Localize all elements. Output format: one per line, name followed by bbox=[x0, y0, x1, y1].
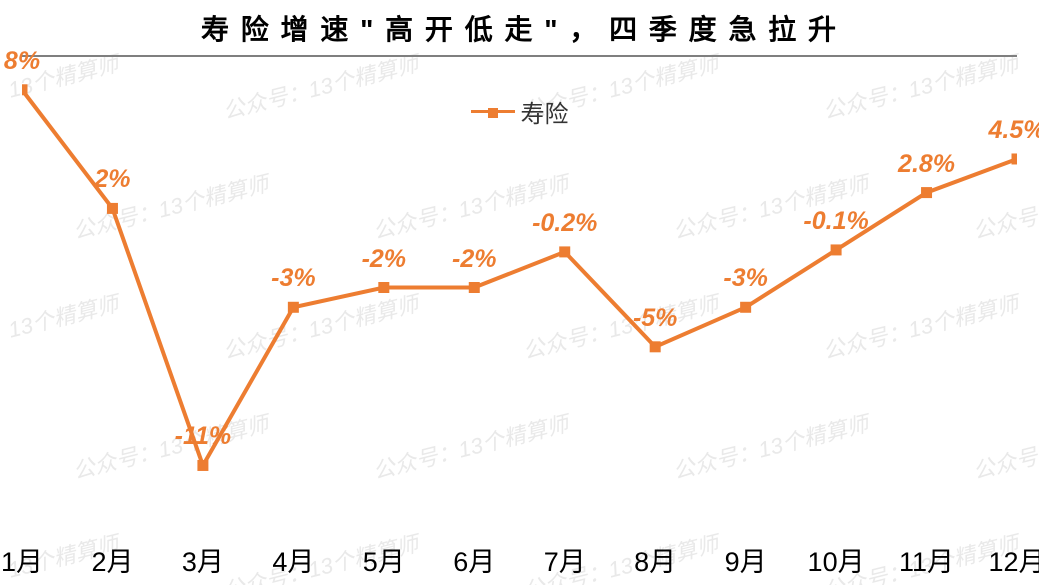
data-marker bbox=[107, 203, 118, 214]
title-underline bbox=[22, 55, 1017, 57]
data-marker bbox=[469, 282, 480, 293]
data-label: -3% bbox=[723, 264, 767, 293]
data-marker bbox=[197, 460, 208, 471]
data-marker bbox=[921, 187, 932, 198]
data-label: 8% bbox=[4, 47, 40, 76]
data-label: -0.1% bbox=[803, 207, 868, 236]
x-axis-label: 8月 bbox=[634, 540, 676, 579]
series-line bbox=[22, 90, 1017, 466]
data-marker bbox=[378, 282, 389, 293]
x-axis-label: 10月 bbox=[808, 540, 865, 579]
data-label: 2% bbox=[94, 165, 130, 194]
data-label: 2.8% bbox=[898, 150, 955, 179]
chart-container: 公众号：13个精算师公众号：13个精算师公众号：13个精算师公众号：13个精算师… bbox=[0, 0, 1039, 585]
series-svg bbox=[22, 70, 1017, 505]
data-label: -11% bbox=[175, 422, 232, 451]
data-marker bbox=[288, 302, 299, 313]
plot-area: 8%2%-11%-3%-2%-2%-0.2%-5%-3%-0.1%2.8%4.5… bbox=[22, 70, 1017, 505]
x-axis-label: 11月 bbox=[899, 540, 954, 579]
x-axis-label: 12月 bbox=[988, 540, 1039, 579]
data-label: -3% bbox=[271, 264, 315, 293]
data-marker bbox=[22, 84, 28, 95]
x-axis-label: 4月 bbox=[272, 540, 314, 579]
data-marker bbox=[559, 246, 570, 257]
x-axis-label: 6月 bbox=[453, 540, 495, 579]
data-label: -2% bbox=[362, 245, 406, 274]
data-label: 4.5% bbox=[989, 116, 1039, 145]
data-label: -5% bbox=[633, 304, 677, 333]
chart-title: 寿 险 增 速 " 高 开 低 走 " ， 四 季 度 急 拉 升 bbox=[0, 8, 1039, 48]
x-axis-label: 1月 bbox=[1, 540, 43, 579]
x-axis-label: 5月 bbox=[363, 540, 405, 579]
x-axis-label: 7月 bbox=[544, 540, 586, 579]
data-marker bbox=[831, 244, 842, 255]
data-marker bbox=[650, 341, 661, 352]
data-label: -2% bbox=[452, 245, 496, 274]
x-axis-label: 9月 bbox=[725, 540, 767, 579]
data-marker bbox=[740, 302, 751, 313]
x-axis-label: 3月 bbox=[182, 540, 224, 579]
data-marker bbox=[1012, 153, 1018, 164]
data-label: -0.2% bbox=[532, 209, 597, 238]
x-axis-label: 2月 bbox=[91, 540, 133, 579]
